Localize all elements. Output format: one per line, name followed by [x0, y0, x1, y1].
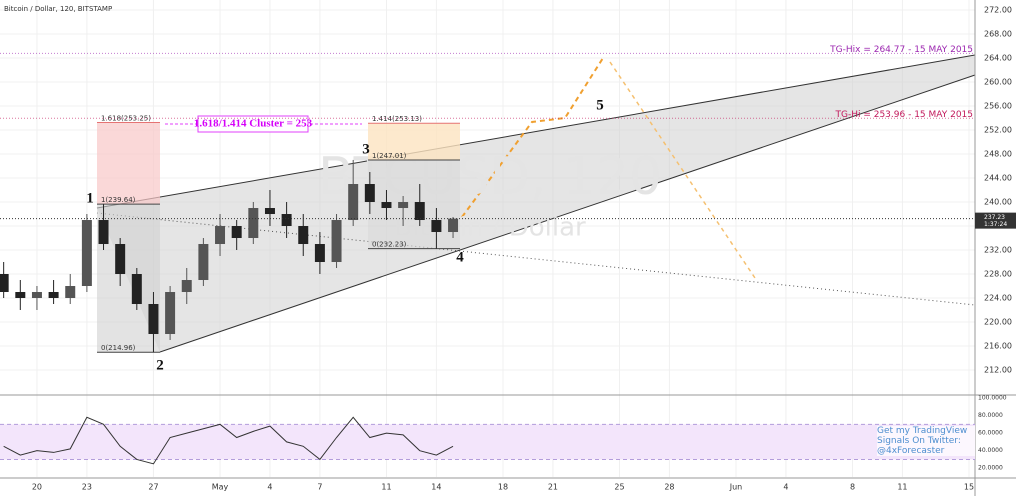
projection-down [609, 61, 756, 279]
candle-body [81, 220, 92, 287]
fib-box-ext [97, 122, 160, 205]
fib-label: 0(214.96) [101, 344, 136, 352]
x-tick-label: 15 [964, 483, 974, 492]
candle-body [15, 292, 26, 299]
signal-note: Get my TradingView Signals On Twitter: @… [877, 426, 975, 456]
candle-body [414, 202, 425, 221]
y-tick-label: 212.00 [984, 366, 1012, 375]
y-tick-label: 260.00 [984, 78, 1012, 87]
rsi-line [3, 416, 454, 465]
x-tick-label: 4 [267, 483, 272, 492]
y-tick-label: 216.00 [984, 342, 1012, 351]
target-label: TG-Hix = 264.77 - 15 MAY 2015 [829, 45, 973, 55]
fib-label: 1.414(253.13) [372, 115, 422, 123]
y-tick-label: 256.00 [984, 102, 1012, 111]
x-tick-label: 20 [32, 483, 42, 492]
candle-body [65, 286, 76, 299]
x-tick-label: 4 [783, 483, 788, 492]
x-tick-label: 21 [548, 483, 558, 492]
rsi-tick-label: 40.0000 [978, 447, 1003, 454]
wave-label: 5 [596, 97, 604, 113]
y-tick-label: 240.00 [984, 198, 1012, 207]
rsi-band [0, 424, 975, 460]
candle-body [0, 274, 9, 293]
x-tick-label: 28 [664, 483, 674, 492]
candle-body [431, 220, 442, 233]
y-tick-label: 264.00 [984, 54, 1012, 63]
x-tick-label: 18 [498, 483, 508, 492]
candle-body [248, 208, 259, 239]
wave-label: 2 [156, 357, 164, 373]
cluster-label: 1.618/1.414 Cluster = 253 [194, 118, 313, 130]
fib-label: 1(239.64) [101, 196, 136, 204]
price-timer: 1:37:24 [984, 221, 1007, 228]
rsi-tick-label: 80.0000 [978, 412, 1003, 419]
fib-label: 0(232.23) [372, 241, 407, 249]
candle-body [381, 202, 392, 209]
x-tick-label: 23 [82, 483, 92, 492]
y-tick-label: 224.00 [984, 294, 1012, 303]
candle-body [181, 280, 192, 293]
y-tick-label: 244.00 [984, 174, 1012, 183]
x-tick-label: 11 [897, 483, 907, 492]
candle-body [148, 304, 159, 335]
wedge-upper [96, 54, 976, 209]
y-tick-label: 272.00 [984, 6, 1012, 15]
candle-body [198, 244, 209, 281]
target-label: TG-Hi = 253.96 - 15 MAY 2015 [834, 110, 973, 120]
y-tick-label: 228.00 [984, 270, 1012, 279]
rsi-tick-label: 60.0000 [978, 430, 1003, 437]
candle-body [231, 226, 242, 239]
x-tick-label: 8 [850, 483, 855, 492]
x-tick-label: 25 [614, 483, 624, 492]
x-tick-label: May [212, 483, 229, 492]
signal-note-box: Get my TradingView Signals On Twitter: @… [877, 426, 975, 456]
wave-label: 1 [86, 190, 94, 206]
candle-body [331, 220, 342, 263]
x-tick-label: Jun [729, 483, 743, 492]
y-tick-label: 220.00 [984, 318, 1012, 327]
candle-body [348, 184, 359, 221]
candle-body [364, 184, 375, 203]
fib-box-ext [368, 123, 460, 160]
cluster-box [197, 115, 309, 133]
candle-body [98, 220, 109, 245]
candle-body [165, 292, 176, 335]
y-tick-label: 268.00 [984, 30, 1012, 39]
chart-title: Bitcoin / Dollar, 120, BITSTAMP [4, 5, 112, 13]
wedge-fill [97, 55, 975, 352]
x-tick-label: 7 [317, 483, 322, 492]
rsi-tick-label: 20.0000 [978, 465, 1003, 472]
candle-body [215, 226, 226, 245]
fib-label: 1(247.01) [372, 152, 407, 160]
candle-body [115, 244, 126, 275]
candle-body [314, 244, 325, 263]
candle-body [398, 202, 409, 209]
wave-label: 4 [456, 249, 464, 265]
price-tag [975, 212, 1016, 229]
candle-body [48, 292, 59, 299]
wedge-lower [159, 74, 976, 353]
candle-body [448, 218, 459, 233]
candle-body [281, 214, 292, 227]
candle-body [264, 208, 275, 215]
y-tick-label: 248.00 [984, 150, 1012, 159]
price-tag-label: 237.23 [984, 214, 1005, 221]
x-tick-label: 14 [431, 483, 441, 492]
rsi-tick-label: 100.0000 [978, 395, 1007, 402]
candle-body [298, 226, 309, 245]
x-tick-label: 27 [148, 483, 158, 492]
y-tick-label: 232.00 [984, 246, 1012, 255]
y-tick-label: 252.00 [984, 126, 1012, 135]
candle-body [31, 292, 42, 299]
candle-body [131, 274, 142, 305]
x-tick-label: 11 [381, 483, 391, 492]
wave-label: 3 [362, 141, 370, 157]
